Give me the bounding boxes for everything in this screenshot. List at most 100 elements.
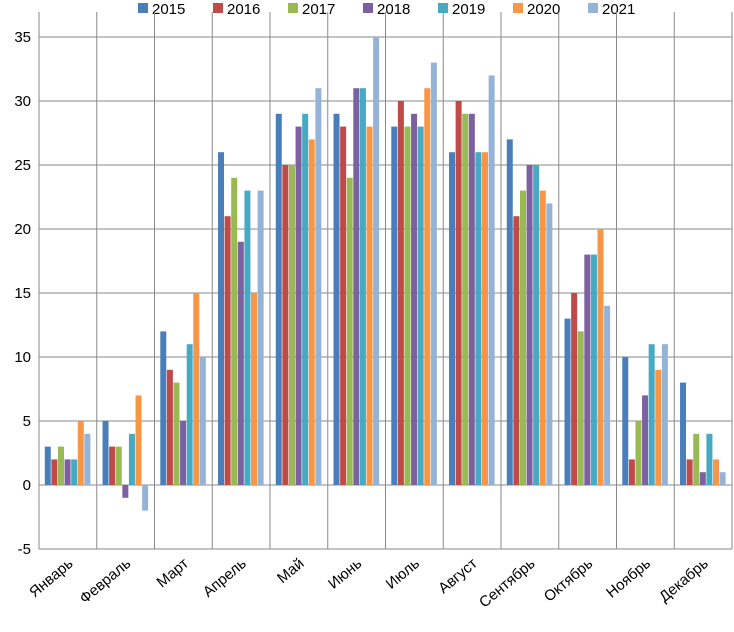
legend-label-2017: 2017: [302, 1, 335, 18]
bar-2016-1: [51, 459, 58, 485]
x-tick-label: Февраль: [77, 555, 135, 607]
x-tick-label: Март: [154, 555, 193, 591]
bar-2015-5: [275, 113, 282, 486]
bar-2019-12: [706, 433, 713, 485]
bar-2015-11: [622, 357, 629, 485]
bar-2016-2: [109, 446, 116, 485]
bar-2021-9: [546, 203, 553, 485]
bar-2017-12: [693, 433, 700, 485]
bar-2019-11: [648, 344, 655, 485]
bar-2017-7: [404, 126, 411, 485]
bar-2017-5: [288, 165, 295, 485]
x-tick-label: Январь: [26, 555, 76, 601]
bar-2017-9: [519, 190, 526, 485]
bar-2016-8: [455, 101, 462, 485]
legend-swatch-2021: [588, 3, 598, 13]
legend-label-2015: 2015: [152, 1, 185, 18]
bar-2017-3: [173, 382, 180, 485]
bar-2015-12: [680, 382, 687, 485]
bar-2018-6: [353, 88, 360, 485]
bar-2016-12: [686, 459, 693, 485]
bar-2017-8: [462, 113, 469, 486]
x-tick-label: Сентябрь: [476, 555, 539, 611]
bar-2015-1: [44, 446, 51, 485]
bar-2016-3: [166, 369, 173, 485]
bar-2019-9: [533, 165, 540, 485]
bar-2021-6: [373, 37, 380, 485]
bar-2016-5: [282, 165, 289, 485]
y-axis: -5 0 5 10 15 20 25 30 35: [14, 12, 733, 558]
bar-2020-8: [482, 152, 489, 485]
x-tick-label: Май: [274, 555, 307, 587]
bar-2020-6: [366, 126, 373, 485]
bar-2019-6: [359, 88, 366, 485]
bar-2018-1: [64, 459, 71, 485]
bar-2019-8: [475, 152, 482, 485]
y-tick-label: 15: [14, 285, 31, 302]
y-tick-label: 0: [23, 477, 31, 494]
bar-2015-4: [218, 152, 225, 485]
bar-2019-3: [186, 344, 193, 485]
bar-2017-4: [231, 177, 238, 486]
y-tick-label: 20: [14, 221, 31, 238]
x-axis: Январь Февраль Март Апрель Май Июнь Июль Август…: [26, 555, 712, 611]
bar-2017-2: [115, 446, 122, 485]
x-tick-label: Июнь: [325, 555, 365, 593]
bar-2018-9: [526, 165, 533, 485]
bar-2020-12: [713, 459, 720, 485]
bar-2018-4: [237, 241, 244, 485]
y-tick-label: 5: [23, 413, 31, 430]
bar-2017-11: [635, 421, 642, 485]
bar-2018-5: [295, 126, 302, 485]
bar-2019-7: [417, 126, 424, 485]
bar-2016-9: [513, 216, 520, 485]
bar-2019-10: [590, 254, 597, 485]
bar-2019-4: [244, 190, 251, 485]
bar-2016-11: [628, 459, 635, 485]
bar-2015-10: [564, 318, 571, 485]
bar-2018-12: [699, 472, 706, 485]
legend-label-2019: 2019: [452, 1, 485, 18]
bar-2020-2: [135, 395, 142, 485]
bar-2019-2: [128, 433, 135, 485]
bar-2015-3: [160, 331, 167, 485]
bar-2021-3: [199, 357, 206, 485]
y-tick-label: 35: [14, 29, 31, 46]
bar-2021-4: [257, 190, 264, 485]
bar-2021-7: [430, 62, 437, 485]
bar-2020-11: [655, 369, 662, 485]
legend-label-2021: 2021: [602, 1, 635, 18]
legend-swatch-2017: [288, 3, 298, 13]
bar-2020-1: [77, 421, 84, 485]
legend: 2015 2016 2017 2018 2019 2020 2021: [138, 1, 635, 18]
bar-2020-10: [597, 229, 604, 485]
y-tick-label: 10: [14, 349, 31, 366]
bar-2021-2: [142, 485, 149, 511]
bar-2016-6: [340, 126, 347, 485]
legend-swatch-2015: [138, 3, 148, 13]
bar-2016-10: [571, 293, 578, 485]
x-tick-label: Июль: [383, 555, 423, 593]
x-tick-label: Октябрь: [541, 555, 597, 606]
bar-2019-1: [71, 459, 78, 485]
legend-swatch-2016: [213, 3, 223, 13]
x-tick-label: Апрель: [200, 555, 250, 601]
y-tick-label: -5: [18, 541, 31, 558]
bar-2015-6: [333, 113, 340, 486]
y-tick-label: 30: [14, 93, 31, 110]
legend-swatch-2019: [438, 3, 448, 13]
x-tick-label: Ноябрь: [603, 555, 654, 602]
bar-2021-1: [84, 433, 91, 485]
bar-2020-5: [308, 139, 315, 485]
bar-2018-3: [180, 421, 187, 485]
bars: [44, 37, 726, 511]
legend-swatch-2020: [513, 3, 523, 13]
bar-2015-9: [506, 139, 513, 485]
bar-2021-10: [604, 305, 611, 485]
bar-2016-4: [224, 216, 231, 485]
bar-2021-5: [315, 88, 322, 485]
x-tick-label: Декабрь: [656, 555, 712, 606]
bar-2018-11: [642, 395, 649, 485]
bar-2015-8: [449, 152, 456, 485]
